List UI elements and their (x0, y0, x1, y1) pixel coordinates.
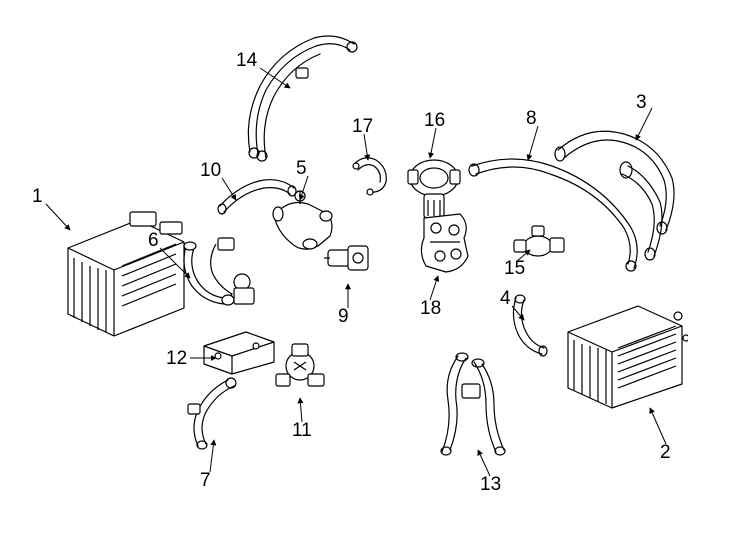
label-6: 6 (148, 230, 159, 252)
part-coolant-pipe-assembly (236, 28, 366, 168)
part-sensor-connector (322, 234, 374, 286)
part-coolant-hose-upper (212, 170, 302, 220)
label-2: 2 (660, 442, 671, 464)
label-5: 5 (296, 158, 307, 180)
part-pump-bracket-clip (346, 150, 396, 200)
part-bracket-clamp (198, 326, 280, 376)
parts-diagram: 1 2 3 4 5 6 7 8 9 10 11 12 13 14 15 16 1… (0, 0, 734, 540)
label-17: 17 (352, 116, 373, 138)
label-12: 12 (166, 348, 187, 370)
part-coolant-branch-hose (172, 234, 262, 324)
label-7: 7 (200, 470, 211, 492)
label-9: 9 (338, 306, 349, 328)
label-14: 14 (236, 50, 257, 72)
label-13: 13 (480, 474, 501, 496)
label-16: 16 (424, 110, 445, 132)
label-11: 11 (292, 420, 312, 442)
label-3: 3 (636, 92, 647, 114)
label-4: 4 (500, 288, 511, 310)
label-15: 15 (504, 258, 525, 280)
part-coolant-hose-elbow (180, 374, 250, 454)
label-1: 1 (32, 186, 43, 208)
leader-2 (650, 408, 666, 444)
part-charger-module (558, 298, 688, 410)
part-inverter-module (60, 208, 190, 338)
part-coolant-manifold-hose (428, 348, 520, 468)
label-8: 8 (526, 108, 537, 130)
label-10: 10 (200, 160, 221, 182)
label-18: 18 (420, 298, 441, 320)
part-pump-mount-bracket (412, 208, 476, 282)
